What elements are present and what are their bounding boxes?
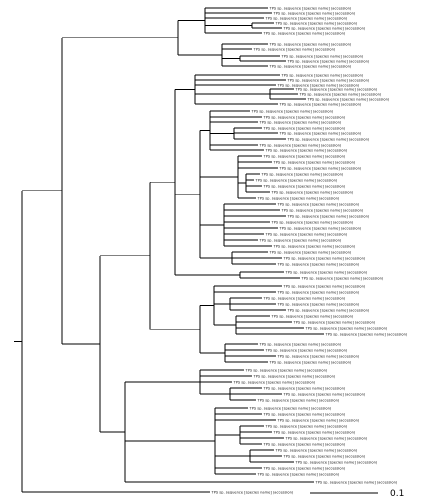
leaf-label: TPS sp. sequence [species name] (accessi… <box>275 448 358 452</box>
leaf-label: TPS sp. sequence [species name] (accessi… <box>281 73 364 77</box>
leaf-label: TPS sp. sequence [species name] (accessi… <box>277 202 360 206</box>
leaf-label: TPS sp. sequence [species name] (accessi… <box>315 480 398 484</box>
leaf-label: TPS sp. sequence [species name] (accessi… <box>259 143 342 147</box>
leaf-label: TPS sp. sequence [species name] (accessi… <box>255 178 338 182</box>
leaf-label: TPS sp. sequence [species name] (accessi… <box>275 21 358 25</box>
leaf-label: TPS sp. sequence [species name] (accessi… <box>257 398 340 402</box>
leaf-label: TPS sp. sequence [species name] (accessi… <box>277 354 360 358</box>
leaf-label: TPS sp. sequence [species name] (accessi… <box>285 436 368 440</box>
leaf-label: TPS sp. sequence [species name] (accessi… <box>293 320 376 324</box>
leaf-label: TPS sp. sequence [species name] (accessi… <box>257 196 340 200</box>
leaf-label: TPS sp. sequence [species name] (accessi… <box>265 348 348 352</box>
leaf-label: TPS sp. sequence [species name] (accessi… <box>287 59 370 63</box>
leaf-label: TPS sp. sequence [species name] (accessi… <box>283 284 366 288</box>
leaf-label: TPS sp. sequence [species name] (accessi… <box>277 290 360 294</box>
leaf-label: TPS sp. sequence [species name] (accessi… <box>283 256 366 260</box>
leaf-label: TPS sp. sequence [species name] (accessi… <box>269 250 352 254</box>
leaf-label: TPS sp. sequence [species name] (accessi… <box>245 368 328 372</box>
leaf-label: TPS sp. sequence [species name] (accessi… <box>295 87 378 91</box>
leaf-label: TPS sp. sequence [species name] (accessi… <box>273 160 356 164</box>
leaf-label: TPS sp. sequence [species name] (accessi… <box>299 92 382 96</box>
leaf-label: TPS sp. sequence [species name] (accessi… <box>287 214 370 218</box>
tree-branches <box>14 7 324 493</box>
leaf-label: TPS sp. sequence [species name] (accessi… <box>273 11 356 15</box>
leaf-label: TPS sp. sequence [species name] (accessi… <box>263 115 346 119</box>
leaf-label: TPS sp. sequence [species name] (accessi… <box>279 226 362 230</box>
leaf-label: TPS sp. sequence [species name] (accessi… <box>287 78 370 82</box>
leaf-label: TPS sp. sequence [species name] (accessi… <box>305 326 388 330</box>
leaf-label: TPS sp. sequence [species name] (accessi… <box>269 360 352 364</box>
leaf-label: TPS sp. sequence [species name] (accessi… <box>287 137 370 141</box>
leaf-label: TPS sp. sequence [species name] (accessi… <box>271 314 354 318</box>
leaf-label: TPS sp. sequence [species name] (accessi… <box>263 154 346 158</box>
leaf-label: TPS sp. sequence [species name] (accessi… <box>253 374 336 378</box>
leaf-label: TPS sp. sequence [species name] (accessi… <box>263 442 346 446</box>
leaf-label: TPS sp. sequence [species name] (accessi… <box>269 42 352 46</box>
leaf-label: TPS sp. sequence [species name] (accessi… <box>277 418 360 422</box>
leaf-label: TPS sp. sequence [species name] (accessi… <box>277 83 360 87</box>
leaf-label: TPS sp. sequence [species name] (accessi… <box>263 466 346 470</box>
leaf-label: TPS sp. sequence [species name] (accessi… <box>283 26 366 30</box>
leaf-label: TPS sp. sequence [species name] (accessi… <box>265 148 348 152</box>
leaf-label: TPS sp. sequence [species name] (accessi… <box>277 302 360 306</box>
leaf-label: TPS sp. sequence [species name] (accessi… <box>259 238 342 242</box>
leaf-label: TPS sp. sequence [species name] (accessi… <box>269 64 352 68</box>
leaf-label: TPS sp. sequence [species name] (accessi… <box>283 392 366 396</box>
leaf-label: TPS sp. sequence [species name] (accessi… <box>279 102 362 106</box>
scale-bar: 0.1 <box>310 489 404 499</box>
leaf-label: TPS sp. sequence [species name] (accessi… <box>251 109 334 113</box>
leaf-label: TPS sp. sequence [species name] (accessi… <box>281 208 364 212</box>
leaf-label: TPS sp. sequence [species name] (accessi… <box>263 126 346 130</box>
leaf-label: TPS sp. sequence [species name] (accessi… <box>265 232 348 236</box>
leaf-label: TPS sp. sequence [species name] (accessi… <box>261 172 344 176</box>
leaf-label: TPS sp. sequence [species name] (accessi… <box>257 472 340 476</box>
leaf-label: TPS sp. sequence [species name] (accessi… <box>249 406 332 410</box>
leaf-label: TPS sp. sequence [species name] (accessi… <box>279 166 362 170</box>
leaf-label: TPS sp. sequence [species name] (accessi… <box>273 430 356 434</box>
tree-leaf-labels: TPS sp. sequence [species name] (accessi… <box>211 6 408 494</box>
leaf-label: TPS sp. sequence [species name] (accessi… <box>283 454 366 458</box>
leaf-label: TPS sp. sequence [species name] (accessi… <box>287 308 370 312</box>
leaf-label: TPS sp. sequence [species name] (accessi… <box>307 97 390 101</box>
leaf-label: TPS sp. sequence [species name] (accessi… <box>211 490 294 494</box>
leaf-label: TPS sp. sequence [species name] (accessi… <box>253 47 336 51</box>
leaf-label: TPS sp. sequence [species name] (accessi… <box>285 270 368 274</box>
leaf-label: TPS sp. sequence [species name] (accessi… <box>233 380 316 384</box>
leaf-label: TPS sp. sequence [species name] (accessi… <box>269 6 352 10</box>
leaf-label: TPS sp. sequence [species name] (accessi… <box>263 184 346 188</box>
scale-bar-label: 0.1 <box>390 489 404 499</box>
leaf-label: TPS sp. sequence [species name] (accessi… <box>279 131 362 135</box>
leaf-label: TPS sp. sequence [species name] (accessi… <box>265 424 348 428</box>
leaf-label: TPS sp. sequence [species name] (accessi… <box>263 296 346 300</box>
leaf-label: TPS sp. sequence [species name] (accessi… <box>259 342 342 346</box>
leaf-label: TPS sp. sequence [species name] (accessi… <box>263 412 346 416</box>
leaf-label: TPS sp. sequence [species name] (accessi… <box>271 190 354 194</box>
leaf-label: TPS sp. sequence [species name] (accessi… <box>301 276 384 280</box>
leaf-label: TPS sp. sequence [species name] (accessi… <box>263 386 346 390</box>
leaf-label: TPS sp. sequence [species name] (accessi… <box>281 54 364 58</box>
leaf-label: TPS sp. sequence [species name] (accessi… <box>325 332 408 336</box>
leaf-label: TPS sp. sequence [species name] (accessi… <box>277 262 360 266</box>
leaf-label: TPS sp. sequence [species name] (accessi… <box>259 120 342 124</box>
leaf-label: TPS sp. sequence [species name] (accessi… <box>265 16 348 20</box>
leaf-label: TPS sp. sequence [species name] (accessi… <box>295 460 378 464</box>
leaf-label: TPS sp. sequence [species name] (accessi… <box>271 220 354 224</box>
leaf-label: TPS sp. sequence [species name] (accessi… <box>273 244 356 248</box>
leaf-label: TPS sp. sequence [species name] (accessi… <box>263 31 346 35</box>
